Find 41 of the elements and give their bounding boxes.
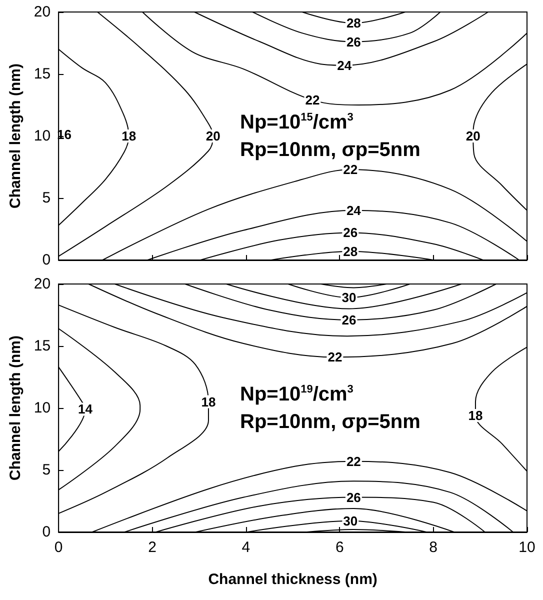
y-tick-label: 20 [34, 4, 51, 20]
series-label: 22 [328, 350, 342, 365]
series-label: 30 [343, 513, 358, 528]
y-tick-label: 5 [42, 190, 51, 206]
x-tick-label: 0 [54, 539, 63, 556]
x-tick-label: 10 [518, 539, 536, 556]
series-label: 18 [201, 394, 216, 410]
series-label: 26 [342, 312, 356, 328]
series-label: 26 [343, 225, 358, 240]
series-label: 18 [122, 128, 136, 144]
series-label: 22 [343, 162, 358, 177]
y-tick-label: 0 [42, 524, 51, 540]
series-label: 26 [346, 490, 361, 505]
y-tick-label: 10 [34, 400, 51, 416]
x-tick-label: 8 [429, 539, 438, 556]
series-label: 22 [305, 92, 320, 108]
y-tick-label: 15 [34, 66, 51, 82]
y-tick-label: 10 [34, 128, 51, 144]
series-label: 18 [468, 408, 483, 423]
y-axis-title: Channel length (nm) [7, 64, 24, 208]
series-label: 14 [78, 402, 94, 417]
annotation: Rp=10nm, σp=5nm [240, 411, 420, 433]
y-tick-label: 20 [34, 276, 51, 292]
x-tick-label: 2 [148, 539, 156, 556]
series-label: 30 [342, 290, 356, 306]
series-label: 28 [346, 16, 361, 31]
series-label: 22 [346, 454, 361, 469]
series-label: 26 [346, 34, 361, 50]
x-axis-title: Channel thickness (nm) [208, 571, 378, 588]
y-axis-title: Channel length (nm) [7, 336, 24, 480]
series-label: 20 [206, 128, 220, 144]
series-label: 24 [337, 58, 352, 73]
y-tick-label: 15 [34, 338, 51, 354]
annotation: Rp=10nm, σp=5nm [240, 139, 420, 161]
y-tick-label: 0 [42, 252, 51, 268]
series-label: 28 [343, 244, 358, 259]
series-label: 20 [466, 128, 480, 144]
x-tick-label: 6 [335, 539, 344, 556]
y-tick-label: 5 [42, 462, 51, 478]
x-tick-label: 4 [242, 539, 250, 556]
series-label: 24 [346, 202, 362, 218]
